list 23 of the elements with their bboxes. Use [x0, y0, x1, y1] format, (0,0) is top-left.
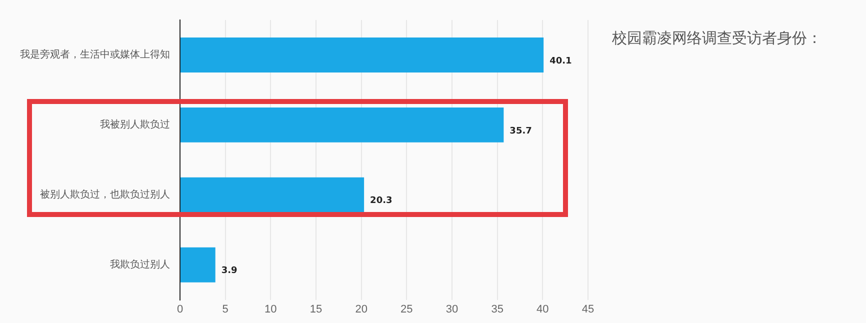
data-label: 20.3	[370, 196, 392, 206]
x-tick-label: 15	[310, 303, 322, 316]
x-tick-label: 0	[176, 303, 184, 316]
y-tick-label: 我是旁观者，生活中或媒体上得知	[20, 48, 170, 61]
data-label: 40.1	[550, 56, 572, 66]
data-label: 3.9	[221, 266, 238, 276]
x-tick-label: 25	[400, 303, 413, 316]
y-tick-label: 我被别人欺负过	[100, 118, 170, 131]
bar	[180, 107, 504, 142]
x-tick-label: 20	[355, 303, 368, 316]
y-tick-label: 我欺负过别人	[110, 258, 170, 271]
x-tick-label: 45	[582, 303, 594, 316]
bar	[180, 177, 364, 212]
x-tick-label: 35	[491, 303, 504, 316]
x-tick-label: 10	[264, 303, 277, 316]
x-tick-label: 30	[446, 303, 458, 316]
x-tick-label: 5	[222, 303, 228, 316]
data-label: 35.7	[510, 126, 532, 136]
x-tick-label: 40	[536, 303, 549, 316]
y-tick-label: 被别人欺负过，也欺负过别人	[40, 188, 170, 201]
text: 校园霸凌网络调查受访者身份：	[612, 29, 822, 48]
bar	[180, 247, 216, 282]
bar	[180, 37, 544, 72]
